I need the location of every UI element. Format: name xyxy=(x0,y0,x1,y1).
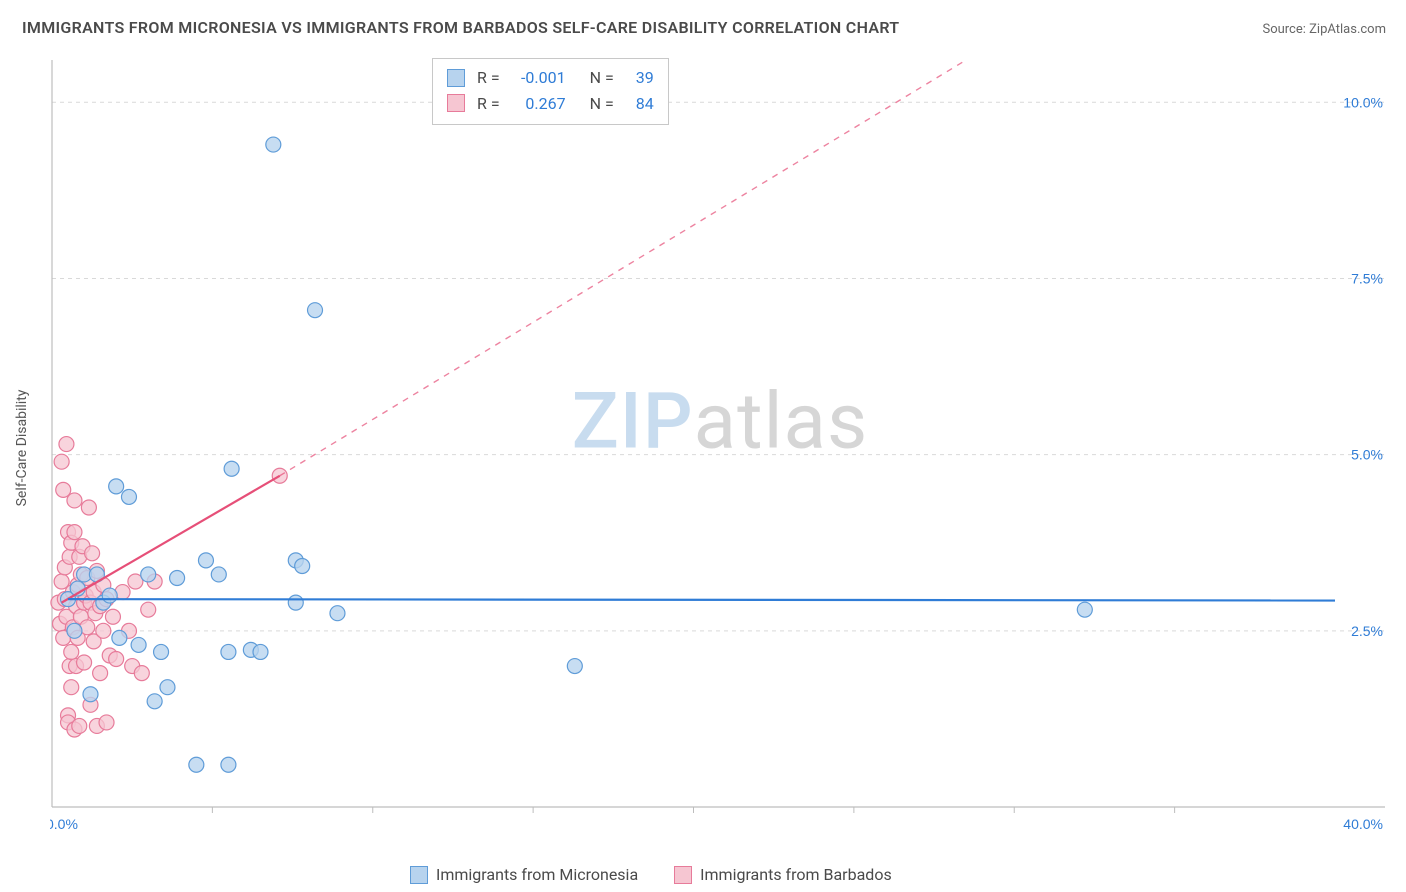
svg-text:0.0%: 0.0% xyxy=(50,816,78,832)
swatch-micronesia xyxy=(447,69,465,87)
legend-swatch-micronesia xyxy=(410,866,428,884)
legend-item-barbados: Immigrants from Barbados xyxy=(674,865,892,884)
n-label: N = xyxy=(590,91,614,117)
r-value-barbados: 0.267 xyxy=(510,91,566,117)
correlation-stats-box: R = -0.001 N = 39 R = 0.267 N = 84 xyxy=(432,58,669,125)
svg-text:5.0%: 5.0% xyxy=(1351,447,1383,463)
r-label: R = xyxy=(477,65,500,91)
svg-text:10.0%: 10.0% xyxy=(1343,94,1383,110)
plot-area: 2.5%5.0%7.5%10.0%0.0%40.0% ZIPatlas xyxy=(50,55,1390,835)
stats-row-barbados: R = 0.267 N = 84 xyxy=(447,91,654,117)
svg-text:7.5%: 7.5% xyxy=(1351,270,1383,286)
legend-item-micronesia: Immigrants from Micronesia xyxy=(410,865,638,884)
r-label: R = xyxy=(477,91,500,117)
svg-text:40.0%: 40.0% xyxy=(1343,816,1383,832)
n-value-barbados: 84 xyxy=(624,91,654,117)
y-axis-label: Self-Care Disability xyxy=(14,390,30,507)
n-label: N = xyxy=(590,65,614,91)
r-value-micronesia: -0.001 xyxy=(510,65,566,91)
stats-row-micronesia: R = -0.001 N = 39 xyxy=(447,65,654,91)
legend-label-micronesia: Immigrants from Micronesia xyxy=(436,865,638,884)
n-value-micronesia: 39 xyxy=(624,65,654,91)
svg-text:2.5%: 2.5% xyxy=(1351,623,1383,639)
scatter-plot-svg: 2.5% 5.0% 7.5% 10.0% 0.0% 40.0% xyxy=(50,55,1390,835)
legend-label-barbados: Immigrants from Barbados xyxy=(700,865,892,884)
legend-swatch-barbados xyxy=(674,866,692,884)
swatch-barbados xyxy=(447,94,465,112)
source-attribution: Source: ZipAtlas.com xyxy=(1262,22,1386,37)
chart-title: IMMIGRANTS FROM MICRONESIA VS IMMIGRANTS… xyxy=(22,18,899,37)
legend: Immigrants from Micronesia Immigrants fr… xyxy=(410,865,892,884)
